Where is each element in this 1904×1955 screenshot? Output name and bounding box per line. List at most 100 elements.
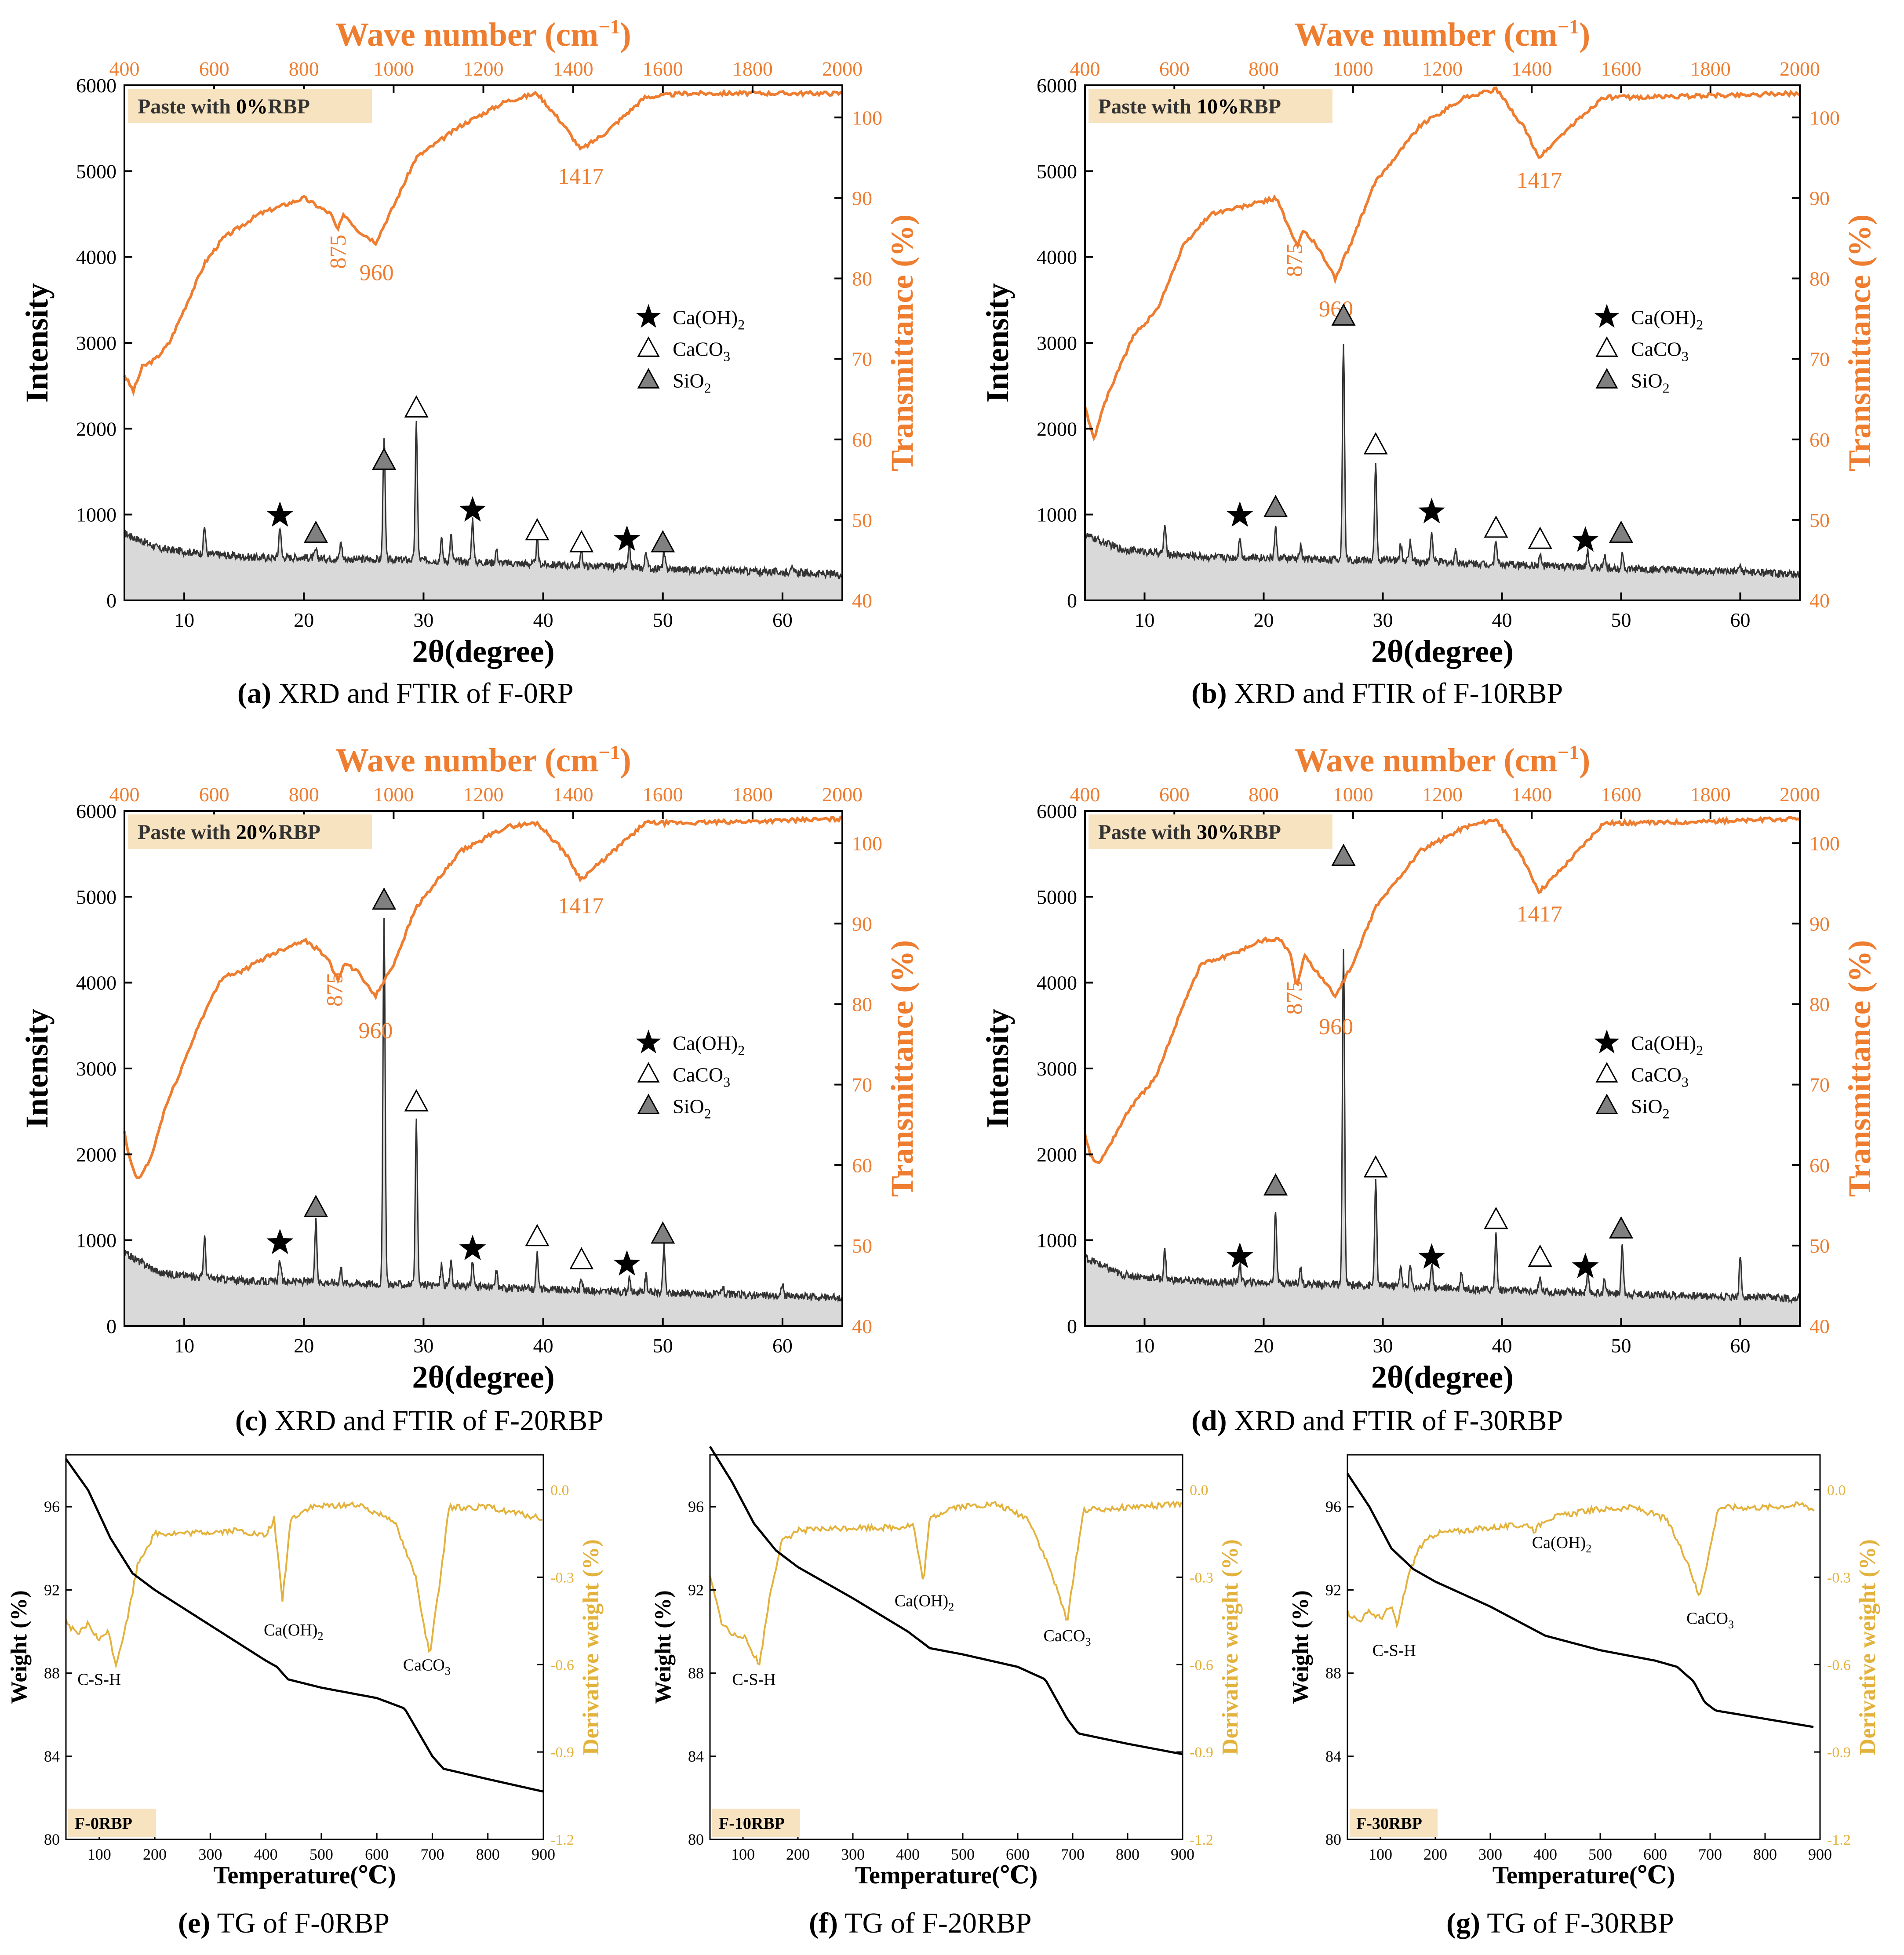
y-tick-label: 84 [44, 1748, 60, 1765]
y2-tick-label: 40 [1809, 1315, 1830, 1337]
x-tick-label: 300 [841, 1846, 865, 1863]
x-tick-label: 400 [1533, 1846, 1557, 1863]
y2-tick-label: -0.9 [1827, 1744, 1851, 1761]
legend-entry-text: SiO [673, 369, 704, 392]
x2-axis-title-text: Wave number (cm [335, 16, 598, 53]
y2-axis-title: Transmittance (%) [885, 214, 920, 472]
legend-entry-subscript: 2 [704, 380, 711, 396]
sample-label-prefix: Paste with [138, 821, 236, 844]
dtg-peak-annotation-text: C-S-H [77, 1671, 121, 1689]
y2-tick-label: 40 [852, 589, 872, 612]
caco3-peak-marker [1484, 515, 1508, 538]
x-tick-label: 50 [1611, 1334, 1631, 1357]
y-tick-label: 96 [1325, 1498, 1341, 1515]
tg-series-line [1346, 1473, 1814, 1728]
caco3-peak-marker [1363, 432, 1388, 454]
ftir-series-line [123, 815, 843, 1180]
x2-tick-label: 600 [1159, 58, 1190, 80]
x-axis-title: 2θ(degree) [412, 1359, 554, 1395]
caoh2-peak-marker [266, 1228, 294, 1254]
y-tick-label: 92 [688, 1581, 704, 1599]
y2-tick-label: 40 [1809, 589, 1830, 612]
dtg-peak-annotation: Ca(OH)2 [895, 1592, 954, 1613]
dtg-peak-annotation: CaCO3 [1044, 1627, 1091, 1648]
sio2-peak-marker [1331, 303, 1356, 326]
sample-label: F-10RBP [719, 1814, 785, 1833]
caco3-peak-marker [569, 1247, 594, 1270]
legend-caco3-marker [637, 336, 660, 357]
ftir-series-line [1084, 816, 1801, 1164]
y-tick-label: 3000 [76, 1057, 116, 1080]
x2-tick-label: 1000 [373, 58, 414, 80]
y2-tick-label: 60 [852, 1154, 872, 1177]
x2-axis-title-close: ) [620, 742, 631, 779]
caption-f: (f) TG of F-20RBP [809, 1907, 1032, 1939]
plot-frame [1084, 810, 1801, 1327]
dtg-series-line [65, 1501, 543, 1669]
legend-entry-sio2: SiO2 [673, 369, 711, 396]
legend-entry-caco3: CaCO3 [1631, 1063, 1689, 1090]
x-tick-label: 10 [1135, 609, 1155, 631]
y2-tick-label: 80 [1809, 993, 1830, 1016]
legend-entry-sio2: SiO2 [673, 1095, 711, 1121]
legend-entry-text: CaCO [673, 1063, 723, 1086]
panel-g-tg-chart: 100 200 300 400 500 600 700 800 900 80 84 88 92 96 0.0… [1288, 1454, 1880, 1889]
x-tick-label: 10 [174, 1334, 194, 1357]
x2-tick-label: 400 [109, 783, 140, 806]
x2-tick-label: 2000 [822, 783, 863, 806]
y-axis-title: Weight (%) [1288, 1590, 1313, 1704]
y-tick-label: 80 [688, 1831, 704, 1848]
dtg-peak-annotation: C-S-H [77, 1671, 121, 1689]
x2-axis-title-close: ) [1579, 16, 1590, 53]
ftir-peak-label: 1417 [1517, 901, 1562, 927]
x2-tick-label: 1200 [463, 783, 504, 806]
y-axis-title: Intensity [980, 1009, 1015, 1128]
x-tick-label: 50 [653, 1334, 673, 1357]
x2-tick-label: 1000 [373, 783, 414, 806]
x-axis-title: Temperature(℃) [213, 1862, 396, 1889]
caoh2-peak-marker [1226, 501, 1253, 527]
legend-entry-text: SiO [1631, 1095, 1663, 1117]
xrd-series-line [124, 421, 843, 580]
caco3-peak-marker [525, 518, 550, 541]
y2-tick-label: 90 [852, 912, 872, 935]
xrd-series-line [124, 918, 843, 1303]
xrd-area-fill [1085, 949, 1800, 1326]
sample-label-suffix: RBP [1239, 821, 1281, 844]
y2-tick-label: 70 [852, 1074, 872, 1096]
sample-label-box [712, 1809, 800, 1837]
sio2-peak-marker [303, 1195, 328, 1217]
y-tick-label: 88 [1325, 1664, 1341, 1682]
plot-frame [1084, 84, 1801, 601]
xrd-series-line [1084, 344, 1801, 579]
dtg-series-line [1347, 1501, 1815, 1629]
x2-tick-label: 800 [289, 58, 319, 80]
caoh2-peak-marker [1226, 1242, 1253, 1268]
y2-tick-label: 90 [852, 187, 872, 209]
caco3-peak-marker [569, 530, 594, 552]
y-tick-label: 1000 [76, 504, 116, 526]
sample-label-box [68, 1809, 156, 1837]
x2-tick-label: 1800 [732, 783, 773, 806]
dtg-peak-annotation: Ca(OH)2 [1532, 1533, 1591, 1555]
x-tick-label: 700 [1698, 1846, 1722, 1863]
y-tick-label: 84 [1325, 1748, 1341, 1765]
sample-label-box [1350, 1809, 1438, 1837]
x-tick-label: 60 [772, 1334, 793, 1357]
caption-g: (g) TG of F-30RBP [1446, 1907, 1674, 1939]
y2-tick-label: 60 [852, 429, 872, 451]
panel-d-xrd-ftir-chart: 10 20 30 40 50 600100020003000400050006000400… [980, 741, 1877, 1395]
y2-axis-title: Derivative weight (%) [1855, 1539, 1880, 1755]
y-tick-label: 5000 [1037, 886, 1077, 908]
x-tick-label: 400 [254, 1846, 278, 1863]
y2-tick-label: 80 [1809, 268, 1830, 290]
plot-frame [124, 810, 843, 1327]
y-tick-label: 1000 [1037, 504, 1077, 526]
ftir-peak-label: 1417 [558, 164, 604, 189]
caoh2-peak-marker [1572, 1253, 1599, 1279]
panel-a-xrd-ftir-chart: 10 20 30 40 50 600100020003000400050006000400… [19, 15, 920, 669]
x2-tick-label: 1600 [643, 783, 683, 806]
sample-label: F-30RBP [1356, 1814, 1422, 1833]
y-tick-label: 96 [688, 1498, 704, 1515]
